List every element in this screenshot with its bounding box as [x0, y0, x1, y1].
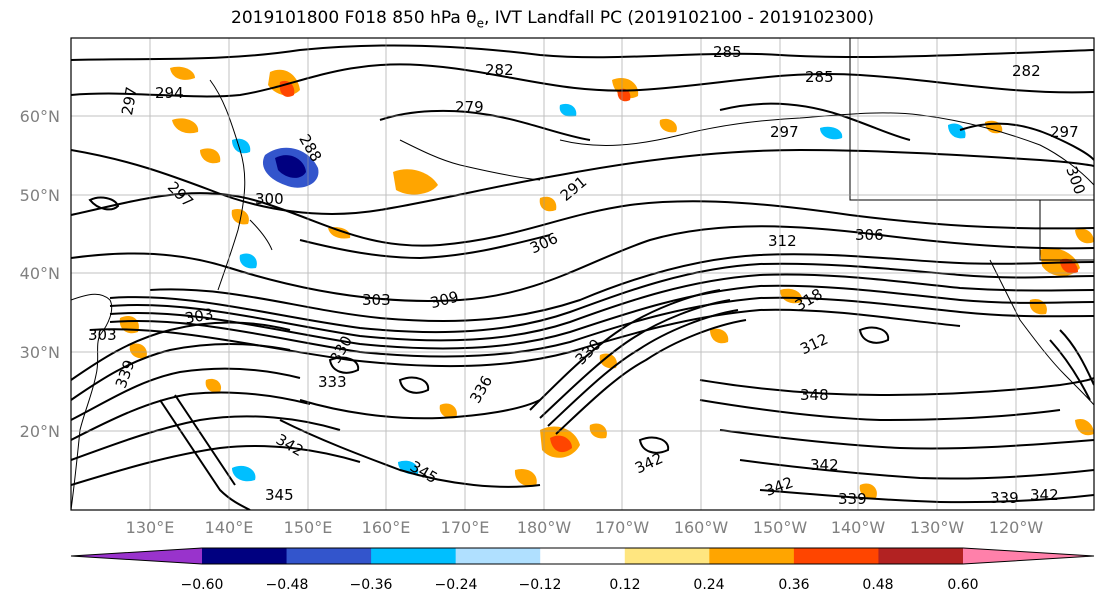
colorbar-tick: −0.48 — [266, 577, 309, 593]
contour-label: 282 — [1012, 62, 1041, 80]
colorbar-tick: −0.24 — [435, 577, 478, 593]
contour-label: 333 — [318, 373, 347, 391]
colorbar-swatch — [371, 548, 457, 564]
theta-e-contours — [71, 44, 1094, 510]
lon-tick: 120°W — [989, 518, 1044, 537]
contour-label: 348 — [800, 386, 829, 404]
contour-label: 297 — [118, 85, 141, 116]
colorbar-tick: −0.60 — [181, 577, 224, 593]
colorbar-outline — [70, 547, 1095, 565]
colorbar-swatch — [286, 548, 372, 564]
contour-label: 285 — [713, 43, 742, 61]
lon-tick: 140°E — [205, 518, 254, 537]
colorbar-tick: −0.36 — [350, 577, 393, 593]
lon-tick: 170°W — [595, 518, 650, 537]
colorbar-swatch — [71, 548, 202, 564]
colorbar-swatches — [71, 548, 1094, 564]
lon-tick: 160°W — [674, 518, 729, 537]
contour-label: 342 — [1030, 486, 1059, 504]
longitude-axis: 130°E 140°E 150°E 160°E 170°E 180°W 170°… — [126, 518, 1044, 537]
contour-label: 303 — [362, 291, 391, 309]
lon-tick: 130°E — [126, 518, 175, 537]
contour-label: 339 — [838, 490, 867, 508]
colorbar-swatch — [540, 548, 626, 564]
colorbar-tick: 0.48 — [862, 577, 893, 593]
lon-tick: 150°E — [284, 518, 333, 537]
contour-label: 345 — [265, 486, 294, 504]
colorbar-ticks: −0.60 −0.48 −0.36 −0.24 −0.12 0.12 0.24 … — [181, 577, 979, 593]
contour-label: 297 — [770, 123, 799, 141]
colorbar-tick: −0.12 — [519, 577, 562, 593]
contour-label: 303 — [88, 326, 117, 344]
gridlines — [71, 38, 1094, 510]
lon-tick: 160°E — [362, 518, 411, 537]
contour-label: 294 — [155, 84, 184, 102]
contour-label: 306 — [855, 226, 884, 244]
colorbar-swatch — [709, 548, 795, 564]
colorbar: −0.60 −0.48 −0.36 −0.24 −0.12 0.12 0.24 … — [70, 547, 1095, 593]
map-panel: 297 294 282 279 285 285 297 282 297 300 … — [71, 38, 1094, 510]
lat-tick: 20°N — [20, 422, 60, 441]
coastlines — [71, 38, 1094, 510]
contour-label: 285 — [805, 68, 834, 86]
colorbar-tick: 0.24 — [693, 577, 724, 593]
contour-label: 303 — [183, 305, 214, 328]
lat-tick: 50°N — [20, 186, 60, 205]
lon-tick: 140°W — [831, 518, 886, 537]
figure-title: 2019101800 F018 850 hPa θe, IVT Landfall… — [231, 8, 874, 31]
contour-label: 342 — [810, 456, 839, 474]
contour-label: 339 — [990, 489, 1019, 507]
map-frame — [70, 37, 1095, 511]
lat-tick: 30°N — [20, 343, 60, 362]
lon-tick: 170°E — [441, 518, 490, 537]
contour-label: 282 — [485, 61, 514, 79]
contour-label: 279 — [455, 98, 484, 116]
contour-label: 297 — [1050, 123, 1079, 141]
lon-tick: 150°W — [753, 518, 808, 537]
colorbar-tick: 0.60 — [947, 577, 978, 593]
contour-label: 300 — [255, 190, 284, 208]
colorbar-swatch — [455, 548, 541, 564]
colorbar-swatch — [624, 548, 710, 564]
colorbar-swatch — [963, 548, 1094, 564]
lat-tick: 40°N — [20, 264, 60, 283]
lon-tick: 130°W — [910, 518, 965, 537]
contour-label: 312 — [768, 232, 797, 250]
colorbar-swatch — [793, 548, 879, 564]
colorbar-tick: 0.36 — [778, 577, 809, 593]
colorbar-tick: 0.12 — [609, 577, 640, 593]
colorbar-swatch — [878, 548, 964, 564]
lat-tick: 60°N — [20, 107, 60, 126]
lon-tick: 180°W — [517, 518, 572, 537]
latitude-axis: 60°N 50°N 40°N 30°N 20°N — [20, 107, 60, 441]
colorbar-swatch — [202, 548, 288, 564]
